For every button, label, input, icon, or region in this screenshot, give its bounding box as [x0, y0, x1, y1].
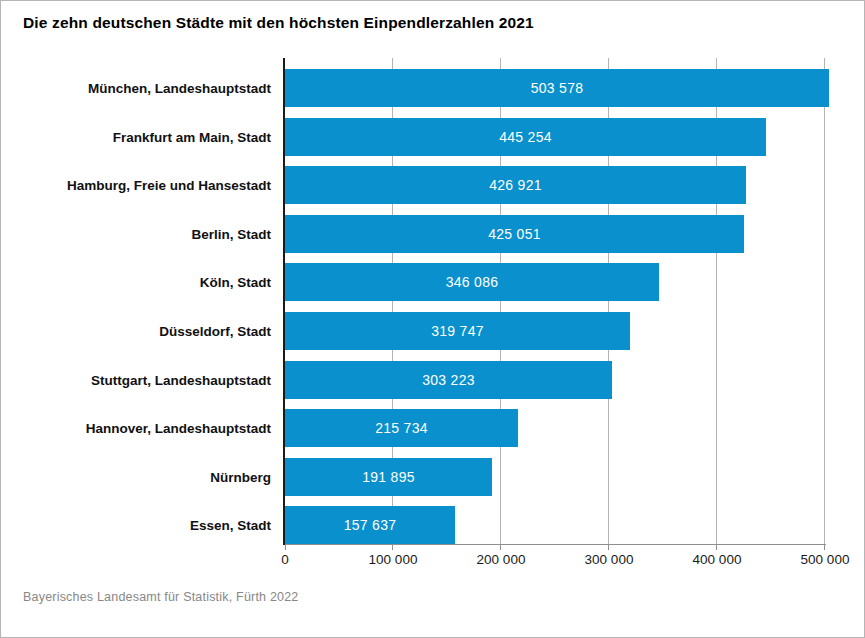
axis-tick-label: 100 000	[369, 552, 418, 567]
axis-tick-label: 200 000	[477, 552, 526, 567]
category-label: Frankfurt am Main, Stadt	[17, 118, 271, 156]
category-label: Berlin, Stadt	[17, 215, 271, 253]
bar-value-label: 303 223	[422, 372, 475, 388]
axis-tick-label: 0	[281, 552, 289, 567]
bar: 191 895	[285, 458, 492, 496]
category-label: Düsseldorf, Stadt	[17, 312, 271, 350]
plot-area: 503 578 445 254 426 921 425 051 346 086 319 7…	[285, 58, 863, 545]
bar-value-label: 191 895	[362, 469, 415, 485]
bar-value-label: 157 637	[344, 517, 397, 533]
bar-value-label: 503 578	[531, 80, 584, 96]
axis-tick	[716, 545, 717, 550]
bar: 426 921	[285, 166, 746, 204]
bar: 503 578	[285, 69, 829, 107]
category-label: Hamburg, Freie und Hansestadt	[17, 166, 271, 204]
bar-value-label: 426 921	[489, 177, 542, 193]
bar: 445 254	[285, 118, 766, 156]
axis-tick	[824, 545, 825, 550]
axis-tick	[608, 545, 609, 550]
bar-value-label: 319 747	[431, 323, 484, 339]
bar: 425 051	[285, 215, 744, 253]
category-label: Stuttgart, Landeshauptstadt	[17, 361, 271, 399]
source-note: Bayerisches Landesamt für Statistik, Für…	[23, 590, 299, 604]
bar: 215 734	[285, 409, 518, 447]
bar: 346 086	[285, 263, 659, 301]
axis-tick-label: 500 000	[801, 552, 850, 567]
category-label: Essen, Stadt	[17, 506, 271, 544]
x-axis-line	[285, 544, 826, 545]
bar-value-label: 346 086	[446, 274, 499, 290]
axis-tick	[500, 545, 501, 550]
axis-tick-label: 300 000	[585, 552, 634, 567]
category-label: München, Landeshauptstadt	[17, 69, 271, 107]
bar-value-label: 425 051	[488, 226, 541, 242]
category-label: Köln, Stadt	[17, 263, 271, 301]
bar-value-label: 215 734	[375, 420, 428, 436]
bar-value-label: 445 254	[499, 129, 552, 145]
statistics-chart: Die zehn deutschen Städte mit den höchst…	[0, 0, 865, 638]
axis-tick	[285, 545, 286, 550]
chart-title: Die zehn deutschen Städte mit den höchst…	[23, 14, 534, 32]
gridline	[824, 58, 825, 544]
bar: 303 223	[285, 361, 612, 399]
category-label: Hannover, Landeshauptstadt	[17, 409, 271, 447]
category-label: Nürnberg	[17, 458, 271, 496]
axis-tick	[392, 545, 393, 550]
bar: 157 637	[285, 506, 455, 544]
axis-tick-label: 400 000	[693, 552, 742, 567]
bar: 319 747	[285, 312, 630, 350]
